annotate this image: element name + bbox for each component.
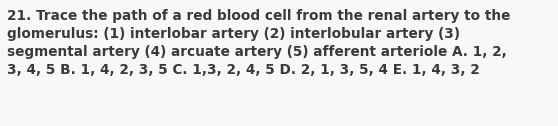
Text: 21. Trace the path of a red blood cell from the renal artery to the
glomerulus: : 21. Trace the path of a red blood cell f… — [7, 9, 510, 77]
